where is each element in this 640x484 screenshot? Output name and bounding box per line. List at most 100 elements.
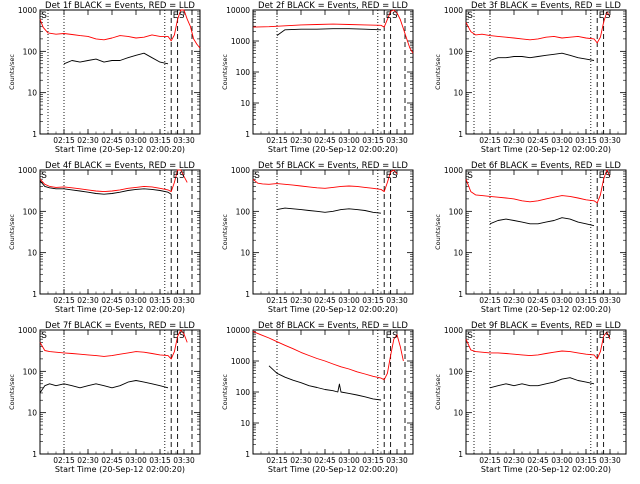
panel-9: Det 9f BLACK = Events, RED = LLD 1 10 100 10… (434, 321, 627, 474)
y-axis-label: Counts/sec (221, 214, 229, 250)
x-tick-label: 02:45 (314, 296, 336, 305)
y-tick-label: 1 (32, 130, 37, 139)
series-events-line (489, 377, 595, 389)
series-lld-line (465, 169, 611, 204)
y-tick-label: 10 (240, 99, 250, 108)
y-tick-label: 1 (245, 290, 250, 299)
x-tick-label: 02:15 (479, 456, 501, 465)
panel-7: Det 7f BLACK = Events, RED = LLD 1 10 100 10… (8, 321, 201, 474)
x-tick-label: 02:45 (314, 456, 336, 465)
x-tick-label: 03:15 (575, 136, 597, 145)
x-tick-label: 03:00 (338, 296, 360, 305)
y-tick-label: 10 (240, 249, 250, 258)
series-lld-line (39, 329, 188, 360)
y-tick-label: 1 (458, 130, 463, 139)
series-events-line (489, 52, 595, 61)
x-tick-label: 02:45 (101, 456, 123, 465)
x-tick-label: 02:45 (527, 456, 549, 465)
y-axis-label: Counts/sec (434, 214, 442, 250)
marker-s: S (392, 11, 397, 21)
marker-s: S (42, 171, 47, 181)
marker-s: S (42, 331, 47, 341)
x-tick-label: 02:30 (503, 456, 525, 465)
y-tick-label: 1000 (444, 166, 463, 175)
x-tick-label: 03:30 (599, 456, 621, 465)
panel-1: Det 1f BLACK = Events, RED = LLD 1 10 100 10… (8, 1, 201, 154)
marker-s: S (179, 331, 184, 341)
panel-title: Det 8f BLACK = Events, RED = LLD (258, 321, 408, 331)
panel-title: Det 5f BLACK = Events, RED = LLD (258, 161, 408, 171)
y-tick-label: 10 (453, 409, 463, 418)
x-axis-label: Start Time (20-Sep-12 02:00:20) (268, 465, 398, 474)
y-tick-label: 10000 (226, 326, 250, 335)
x-tick-label: 02:30 (77, 136, 99, 145)
series-events-line (39, 380, 169, 394)
panel-8: Det 8f BLACK = Events, RED = LLD 1 10 100 10… (221, 321, 414, 474)
marker-e: E (173, 331, 178, 341)
series-events-line (276, 207, 382, 214)
series-lld-line (465, 11, 611, 44)
x-tick-label: 03:00 (125, 296, 147, 305)
panel-title: Det 6f BLACK = Events, RED = LLD (471, 161, 621, 171)
y-tick-label: 1000 (18, 6, 37, 15)
y-tick-label: 10 (453, 89, 463, 98)
series-lld-line (252, 169, 398, 193)
x-tick-label: 02:15 (479, 136, 501, 145)
series-lld-line (252, 9, 414, 54)
x-tick-label: 03:30 (599, 296, 621, 305)
y-tick-label: 10 (453, 249, 463, 258)
x-tick-label: 02:15 (479, 296, 501, 305)
series-lld-line (465, 331, 611, 360)
y-tick-label: 1 (245, 450, 250, 459)
series-events-line (276, 28, 382, 36)
x-tick-label: 02:15 (266, 136, 288, 145)
x-tick-label: 02:45 (101, 136, 123, 145)
panel-4: Det 4f BLACK = Events, RED = LLD 1 10 100 10… (8, 161, 201, 314)
marker-s: S (179, 171, 184, 181)
y-tick-label: 100 (449, 47, 464, 56)
marker-s: S (179, 11, 184, 21)
x-axis-label: Start Time (20-Sep-12 02:00:20) (481, 465, 611, 474)
marker-e: E (173, 11, 178, 21)
x-tick-label: 03:30 (599, 136, 621, 145)
series-events-line (63, 52, 169, 65)
marker-s: S (468, 331, 473, 341)
series-events-line (268, 365, 382, 401)
y-tick-label: 100 (23, 207, 38, 216)
y-tick-label: 100 (236, 388, 251, 397)
y-tick-label: 100 (236, 207, 251, 216)
y-tick-label: 1 (245, 130, 250, 139)
panel-3: Det 3f BLACK = Events, RED = LLD 1 10 100 10… (434, 1, 627, 154)
marker-s: S (468, 11, 473, 21)
y-tick-label: 100 (449, 207, 464, 216)
y-tick-label: 1 (32, 290, 37, 299)
x-axis-label: Start Time (20-Sep-12 02:00:20) (268, 305, 398, 314)
x-tick-label: 02:45 (101, 296, 123, 305)
series-events-line (39, 180, 172, 195)
y-tick-label: 100 (449, 367, 464, 376)
y-tick-label: 10 (27, 409, 37, 418)
x-tick-label: 03:00 (551, 136, 573, 145)
y-tick-label: 1 (458, 290, 463, 299)
x-tick-label: 02:30 (503, 296, 525, 305)
y-tick-label: 10 (240, 419, 250, 428)
x-axis-label: Start Time (20-Sep-12 02:00:20) (55, 465, 185, 474)
x-tick-label: 02:45 (527, 136, 549, 145)
y-tick-label: 10000 (226, 6, 250, 15)
x-tick-label: 03:15 (149, 136, 171, 145)
x-tick-label: 03:30 (386, 456, 408, 465)
marker-s: S (392, 171, 397, 181)
x-axis-label: Start Time (20-Sep-12 02:00:20) (481, 145, 611, 154)
x-tick-label: 03:00 (551, 456, 573, 465)
panel-title: Det 4f BLACK = Events, RED = LLD (45, 161, 195, 171)
x-tick-label: 03:00 (125, 456, 147, 465)
series-lld-line (252, 330, 404, 381)
marker-s: S (392, 331, 397, 341)
x-tick-label: 02:45 (527, 296, 549, 305)
x-tick-label: 03:15 (149, 456, 171, 465)
x-tick-label: 02:15 (266, 296, 288, 305)
y-axis-label: Counts/sec (8, 374, 16, 410)
x-tick-label: 02:45 (314, 136, 336, 145)
x-axis-label: Start Time (20-Sep-12 02:00:20) (55, 145, 185, 154)
